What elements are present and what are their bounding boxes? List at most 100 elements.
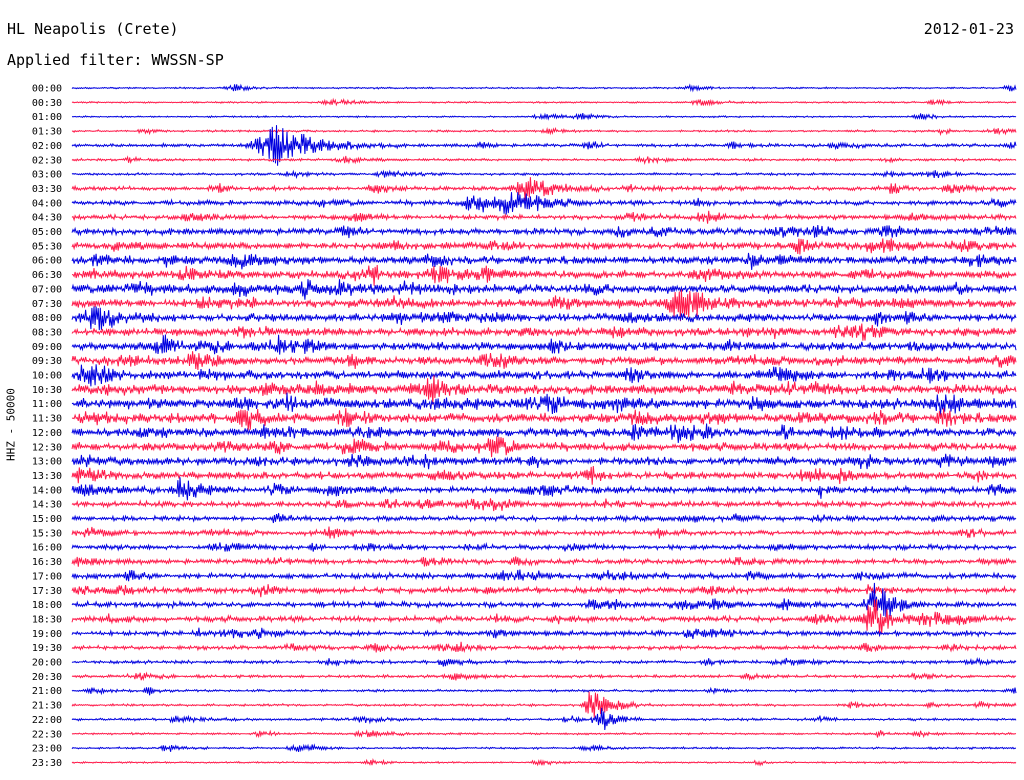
date-label: 2012-01-23	[923, 20, 1014, 38]
row-time-label: 21:00	[32, 686, 62, 697]
row-time-label: 20:00	[32, 658, 62, 669]
seismic-trace-row	[71, 627, 1017, 639]
seismic-trace-row	[71, 453, 1017, 470]
row-time-label: 08:30	[32, 327, 62, 338]
seismic-trace-row	[71, 364, 1017, 387]
seismic-trace-row	[71, 584, 1017, 598]
row-time-label: 03:30	[32, 184, 62, 195]
seismic-trace-row	[71, 112, 1017, 121]
seismic-trace-row	[71, 556, 1017, 567]
row-time-label: 07:00	[32, 284, 62, 295]
seismic-trace-row	[71, 582, 1017, 618]
seismic-trace-row	[71, 97, 1017, 107]
row-time-label: 19:30	[32, 643, 62, 654]
seismic-trace-row	[71, 238, 1017, 255]
seismic-trace-row	[71, 477, 1017, 501]
row-time-label: 23:30	[32, 758, 62, 769]
row-time-label: 15:30	[32, 528, 62, 539]
row-time-label: 14:30	[32, 500, 62, 511]
seismic-trace-row	[71, 599, 1017, 635]
row-time-label: 11:30	[32, 414, 62, 425]
row-time-label: 11:00	[32, 399, 62, 410]
seismic-trace-row	[71, 542, 1017, 552]
seismic-trace-row	[71, 526, 1017, 539]
seismic-trace-row	[71, 656, 1017, 667]
row-time-label: 05:30	[32, 241, 62, 252]
row-time-label: 03:00	[32, 170, 62, 181]
seismic-trace-row	[71, 641, 1017, 654]
seismic-trace-row	[71, 392, 1017, 416]
seismic-trace-row	[71, 155, 1017, 166]
row-time-label: 16:00	[32, 543, 62, 554]
row-time-label: 00:00	[32, 84, 62, 95]
seismic-trace-row	[71, 169, 1017, 180]
seismic-trace-row	[71, 569, 1017, 582]
seismic-trace-row	[71, 125, 1017, 166]
seismic-trace-row	[71, 707, 1017, 731]
row-time-label: 22:00	[32, 715, 62, 726]
filter-label: Applied filter: WWSSN-SP	[7, 51, 224, 69]
row-time-label: 02:00	[32, 141, 62, 152]
row-time-label: 06:00	[32, 256, 62, 267]
seismic-trace-row	[71, 323, 1017, 341]
row-time-label: 16:30	[32, 557, 62, 568]
seismic-trace-row	[71, 691, 1017, 718]
station-title: HL Neapolis (Crete)	[7, 20, 179, 38]
row-time-label: 12:00	[32, 428, 62, 439]
seismic-trace-row	[71, 671, 1017, 682]
seismic-trace-row	[71, 83, 1017, 93]
row-time-label: 01:30	[32, 127, 62, 138]
row-time-label: 07:30	[32, 299, 62, 310]
seismic-trace-row	[71, 465, 1017, 485]
row-time-label: 05:00	[32, 227, 62, 238]
seismic-trace-row	[71, 264, 1017, 286]
row-time-label: 18:00	[32, 600, 62, 611]
seismic-trace-row	[71, 686, 1017, 696]
row-time-label: 22:30	[32, 729, 62, 740]
seismic-trace-row	[71, 192, 1017, 215]
seismic-trace-row	[71, 279, 1017, 300]
row-time-label: 09:00	[32, 342, 62, 353]
seismic-trace-row	[71, 423, 1017, 443]
row-time-label: 10:30	[32, 385, 62, 396]
row-time-label: 06:30	[32, 270, 62, 281]
row-time-label: 17:00	[32, 571, 62, 582]
row-time-label: 17:30	[32, 586, 62, 597]
seismic-trace-row	[71, 436, 1017, 458]
seismic-trace-row	[71, 289, 1017, 322]
row-time-label: 02:30	[32, 155, 62, 166]
seismic-trace-row	[71, 177, 1017, 201]
row-time-label: 12:30	[32, 442, 62, 453]
row-time-label: 08:00	[32, 313, 62, 324]
row-time-label: 01:00	[32, 112, 62, 123]
row-time-label: 15:00	[32, 514, 62, 525]
row-time-label: 00:30	[32, 98, 62, 109]
seismic-trace-row	[71, 408, 1017, 431]
seismic-trace-row	[71, 729, 1017, 739]
seismic-trace-row	[71, 252, 1017, 270]
seismic-trace-row	[71, 126, 1017, 137]
row-time-label: 21:30	[32, 701, 62, 712]
row-time-label: 04:30	[32, 213, 62, 224]
row-time-label: 10:00	[32, 371, 62, 382]
seismic-trace-row	[71, 375, 1017, 405]
row-time-label: 14:00	[32, 485, 62, 496]
seismic-trace-row	[71, 513, 1017, 524]
row-time-label: 23:00	[32, 744, 62, 755]
row-time-label: 18:30	[32, 614, 62, 625]
seismic-trace-row	[71, 351, 1017, 371]
seismic-trace-row	[71, 210, 1017, 224]
seismic-trace-row	[71, 334, 1017, 355]
row-time-label: 13:30	[32, 471, 62, 482]
seismic-trace-row	[71, 498, 1017, 512]
row-time-label: 20:30	[32, 672, 62, 683]
seismic-trace-row	[71, 225, 1017, 239]
row-time-label: 19:00	[32, 629, 62, 640]
seismic-trace-row	[71, 306, 1017, 331]
seismic-trace-row	[71, 757, 1017, 767]
seismic-trace-row	[71, 743, 1017, 753]
row-time-label: 09:30	[32, 356, 62, 367]
row-time-label: 04:00	[32, 198, 62, 209]
row-time-label: 13:00	[32, 457, 62, 468]
